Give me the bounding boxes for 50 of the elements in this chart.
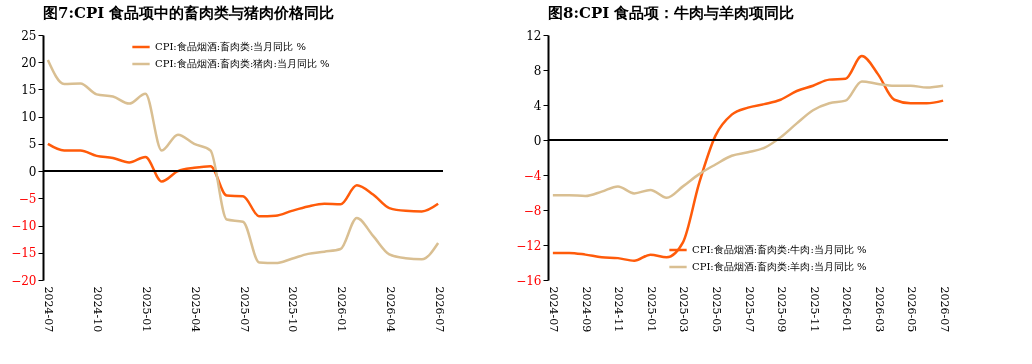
- chart-title: 图7:CPI 食品项中的畜肉类与猪肉价格同比: [43, 4, 335, 22]
- y-tick-label: 0: [533, 133, 542, 148]
- x-tick-label: 2025-11: [807, 286, 821, 333]
- x-tick-label: 2026-04: [383, 286, 397, 333]
- y-tick-label: −10: [11, 219, 37, 234]
- x-tick-label: 2025-03: [677, 286, 691, 333]
- line-series: [551, 54, 945, 262]
- y-tick-label: 4: [533, 98, 542, 113]
- y-tick-label: −15: [11, 246, 37, 261]
- x-tick-label: 2025-04: [188, 286, 202, 333]
- chart-title: 图8:CPI 食品项：牛肉与羊肉项同比: [548, 4, 795, 22]
- y-tick-label: 20: [21, 55, 37, 70]
- x-tick-label: 2024-09: [579, 286, 593, 333]
- y-tick-label: 0: [28, 164, 37, 179]
- x-tick-label: 2026-01: [335, 286, 349, 333]
- x-tick-label: 2026-07: [937, 286, 951, 333]
- x-tick-label: 2025-09: [775, 286, 789, 333]
- y-tick-label: 5: [28, 137, 37, 152]
- line-series: [46, 58, 440, 265]
- y-tick-label: 8: [533, 63, 542, 78]
- y-tick-label: −4: [523, 168, 542, 183]
- x-tick-label: 2024-10: [91, 286, 105, 333]
- y-tick-label: −8: [523, 203, 542, 218]
- x-tick-label: 2025-07: [237, 286, 251, 333]
- x-tick-label: 2026-03: [872, 286, 886, 333]
- x-tick-label: 2024-07: [547, 286, 561, 333]
- x-tick-label: 2025-01: [644, 286, 658, 333]
- x-tick-label: 2026-05: [905, 286, 919, 333]
- y-tick-label: 15: [21, 82, 37, 97]
- legend-label: CPI:食品烟酒:畜肉类:牛肉:当月同比 %: [692, 244, 867, 255]
- x-tick-label: 2025-10: [286, 286, 300, 333]
- x-tick-label: 2025-07: [742, 286, 756, 333]
- legend-label: CPI:食品烟酒:畜肉类:羊肉:当月同比 %: [692, 261, 867, 272]
- y-tick-label: −5: [18, 191, 37, 206]
- x-tick-label: 2024-11: [612, 286, 626, 333]
- line-series: [46, 142, 440, 218]
- line-series: [551, 80, 945, 199]
- x-tick-label: 2026-07: [432, 286, 446, 333]
- y-tick-label: 25: [21, 28, 37, 43]
- x-tick-label: 2025-05: [709, 286, 723, 333]
- legend-label: CPI:食品烟酒:畜肉类:当月同比 %: [155, 41, 307, 52]
- y-tick-label: −20: [11, 273, 37, 288]
- x-tick-label: 2026-01: [840, 286, 854, 333]
- y-tick-label: 10: [21, 110, 37, 125]
- y-tick-label: 12: [526, 28, 542, 43]
- y-tick-label: −12: [516, 238, 542, 253]
- x-tick-label: 2025-01: [139, 286, 153, 333]
- x-tick-label: 2024-07: [42, 286, 56, 333]
- y-tick-label: −16: [516, 273, 542, 288]
- legend-label: CPI:食品烟酒:畜肉类:猪肉:当月同比 %: [155, 58, 330, 69]
